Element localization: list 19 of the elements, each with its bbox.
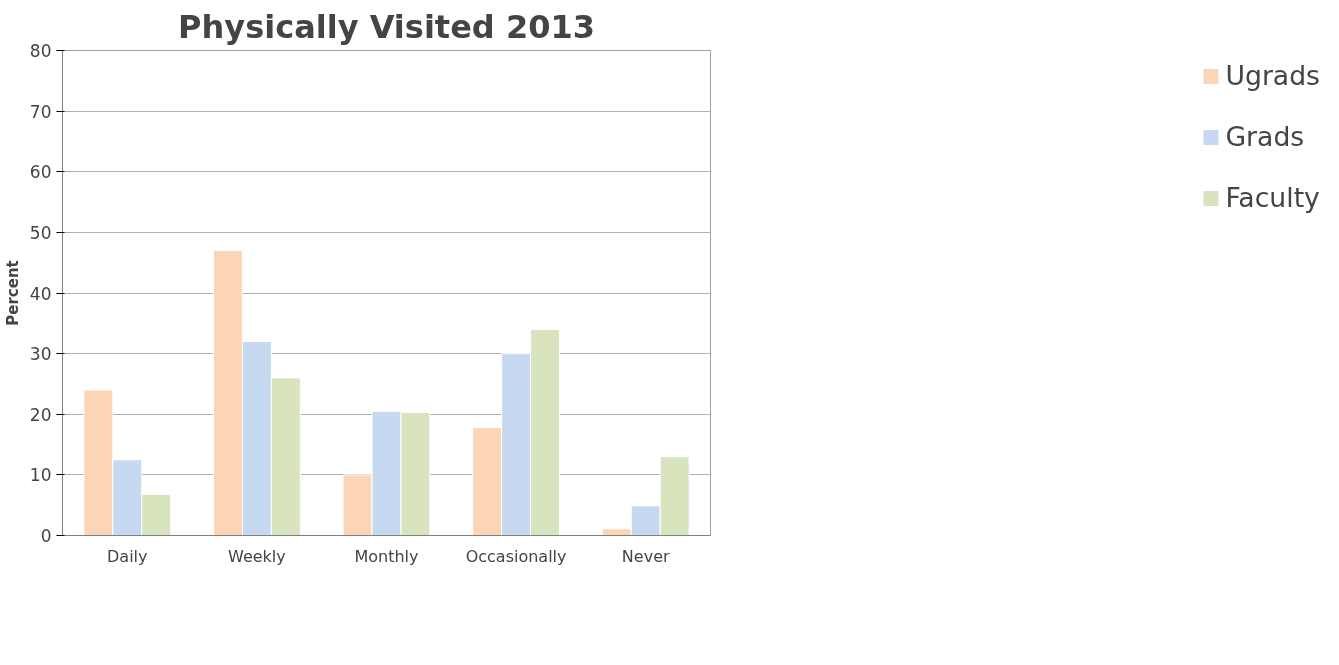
y-tick-label: 80 <box>29 41 52 61</box>
x-tick-label: Never <box>621 546 670 566</box>
x-tick-label: Monthly <box>354 546 419 566</box>
y-tick-label: 60 <box>29 162 52 183</box>
y-axis-title: Percent <box>3 260 22 326</box>
y-tick-label: 0 <box>40 526 52 546</box>
x-tick-label: Occasionally <box>465 546 567 566</box>
x-tick-label: Daily <box>107 546 148 566</box>
y-tick-label: 40 <box>29 283 52 304</box>
y-tick-label: 50 <box>29 222 52 243</box>
y-tick-label: 10 <box>29 465 52 486</box>
y-tick-label: 20 <box>29 404 52 425</box>
y-tick-label: 70 <box>29 101 52 122</box>
legend-label: Faculty <box>1225 182 1320 213</box>
legend-label: Grads <box>1225 121 1305 152</box>
legend-label: Ugrads <box>1225 60 1320 91</box>
x-tick-label: Weekly <box>228 546 286 566</box>
chart-title: Physically Visited 2013 <box>178 7 595 46</box>
y-tick-label: 30 <box>29 344 52 365</box>
